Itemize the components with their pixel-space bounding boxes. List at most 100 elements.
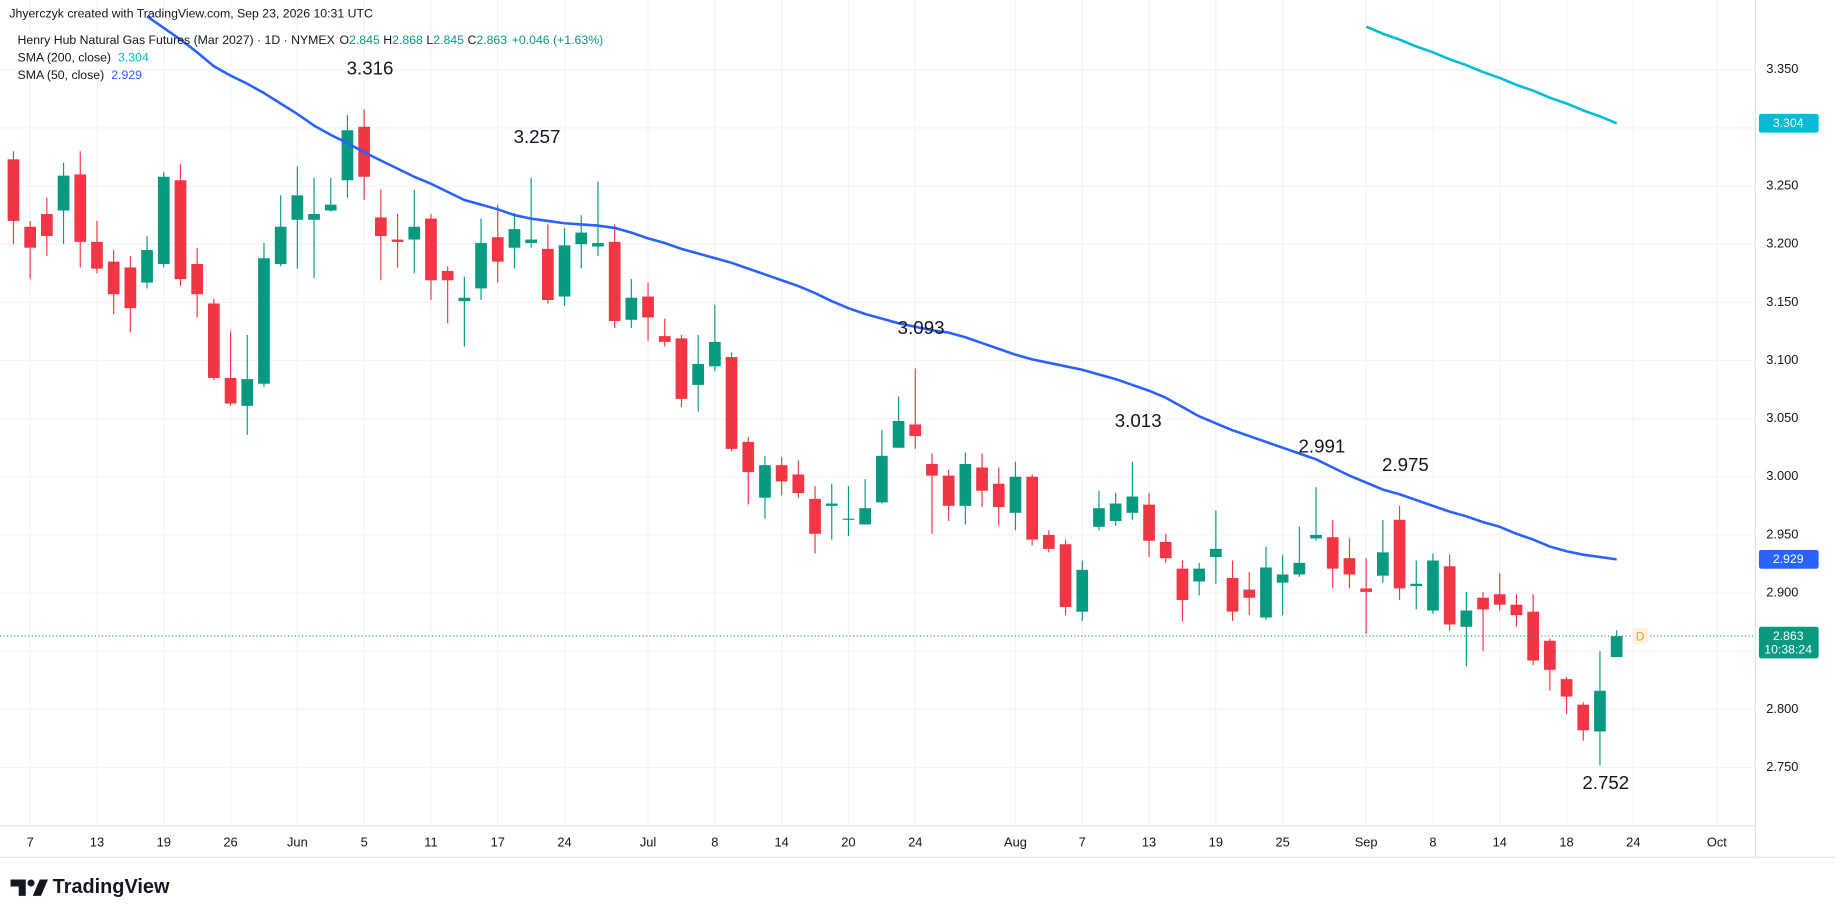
candle-body [1577, 704, 1590, 731]
price-badge [1758, 626, 1819, 659]
legend-main: Henry Hub Natural Gas Futures (Mar 2027)… [18, 33, 604, 47]
legend-ohlc-value: 2.868 [392, 33, 423, 47]
x-tick-label: Jun [287, 835, 308, 850]
candle-body [1594, 690, 1606, 732]
candle-body [675, 338, 688, 399]
y-tick-label: 3.100 [1766, 352, 1798, 367]
candle-body [241, 379, 254, 406]
candle-body [425, 218, 437, 281]
candle-body [324, 204, 337, 211]
candle-body [475, 243, 487, 289]
candle-body [976, 467, 988, 491]
candle-body [1243, 589, 1256, 598]
candle-body [1293, 562, 1306, 575]
price-badge [1758, 113, 1819, 133]
countdown: 10:38:24 [1764, 642, 1812, 656]
legend-series-value: 2.929 [111, 68, 142, 82]
legend-series-value: 3.304 [118, 51, 149, 65]
x-tick-label: 14 [1493, 835, 1507, 850]
candle-body [1343, 558, 1356, 575]
x-tick-label: Aug [1004, 835, 1027, 850]
legend-series-name: SMA (200, close) [18, 51, 111, 65]
price-annotation: 2.975 [1382, 454, 1429, 475]
x-tick-label: 25 [1275, 835, 1289, 850]
candle-body [308, 213, 320, 220]
candle-body [458, 297, 471, 302]
candle-body [191, 263, 204, 295]
legend-series-name: SMA (50, close) [18, 68, 105, 82]
candle-body [742, 441, 755, 473]
candle-body [1393, 519, 1406, 589]
y-tick-label: 3.150 [1766, 294, 1798, 309]
legend-title: Henry Hub Natural Gas Futures (Mar 2027)… [18, 33, 335, 47]
marker-bg [1631, 627, 1649, 645]
candle-body [258, 258, 270, 384]
candle-body [1510, 604, 1523, 616]
candle-body [1076, 569, 1089, 612]
candle-body [1360, 588, 1373, 592]
brand-logo [10, 879, 48, 896]
candle-body [441, 270, 454, 281]
legend-ohlc-label: C [467, 33, 476, 47]
candle-body [274, 226, 287, 264]
candle-body [141, 250, 153, 283]
candle-body [1093, 508, 1105, 527]
candle-body [892, 420, 905, 448]
candle-body [1109, 503, 1122, 521]
candle-body [375, 217, 387, 237]
x-tick-label: 17 [491, 835, 505, 850]
x-tick-label: 8 [1429, 835, 1436, 850]
candle-body [608, 241, 621, 321]
candle-body [909, 424, 922, 437]
candle-body [57, 175, 70, 211]
legend-change: +0.046 (+1.63%) [512, 33, 603, 47]
y-tick-label: 3.250 [1766, 177, 1798, 192]
x-tick-label: Sep [1355, 835, 1378, 850]
candle-body [1209, 548, 1222, 558]
candle-body [1543, 640, 1556, 670]
candle-body [1026, 476, 1039, 540]
candle-body [341, 130, 354, 181]
plot-area [7, 15, 1623, 766]
candle-body [1176, 568, 1189, 601]
candle-body [1143, 504, 1155, 541]
y-tick-label: 3.050 [1766, 410, 1798, 425]
price-annotation: 3.257 [514, 126, 561, 147]
x-tick-label: 14 [775, 835, 789, 850]
candle-body [809, 498, 821, 534]
candle-body [1043, 534, 1055, 549]
x-tick-label: 5 [361, 835, 368, 850]
candle-body [291, 195, 304, 220]
x-tick-label: 19 [157, 835, 171, 850]
x-tick-label: 7 [27, 835, 34, 850]
candle-body [692, 363, 705, 385]
candle-body [558, 245, 571, 297]
candle-body [1009, 476, 1022, 513]
price-annotation: 2.752 [1582, 772, 1629, 793]
candle-body [1260, 567, 1272, 618]
x-tick-label: 24 [908, 835, 922, 850]
brand: TradingView [53, 876, 170, 898]
x-tick-label: 13 [1142, 835, 1156, 850]
legend-series: SMA (200, close) 3.304 [18, 51, 149, 65]
candle-body [1159, 541, 1172, 559]
x-tick-label: 18 [1559, 835, 1573, 850]
candle-body [91, 241, 103, 269]
grid [0, 0, 1756, 826]
candle-body [224, 377, 237, 404]
candle-body [1193, 568, 1206, 582]
candle-body [174, 180, 187, 280]
x-tick-label: 13 [90, 835, 104, 850]
overlay: 3.316 3.257 3.093 3.013 2.991 2.975 2.752 D [0, 57, 1756, 793]
candle-body [1410, 583, 1423, 587]
candle-body [542, 248, 554, 301]
x-tick-label: Oct [1707, 835, 1727, 850]
candle-body [842, 518, 855, 520]
candle-body [74, 174, 87, 242]
candle-body [792, 474, 805, 494]
y-tick-label: 2.800 [1766, 701, 1798, 716]
y-tick-label: 2.950 [1766, 526, 1798, 541]
candle-body [157, 176, 170, 264]
